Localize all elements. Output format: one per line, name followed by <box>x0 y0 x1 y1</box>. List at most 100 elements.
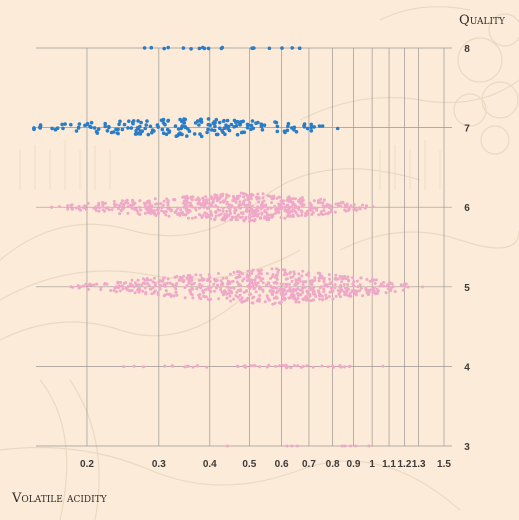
muted-point <box>166 203 170 207</box>
muted-point <box>212 198 215 202</box>
muted-point <box>97 203 100 207</box>
x-tick-label: 1.5 <box>437 459 451 470</box>
muted-point <box>224 216 228 220</box>
muted-point <box>297 300 301 304</box>
muted-point <box>189 204 193 208</box>
muted-point <box>315 206 319 210</box>
muted-point <box>130 199 134 202</box>
muted-point <box>294 197 297 201</box>
muted-point <box>296 297 300 300</box>
x-tick-label: 1.2 <box>398 459 412 470</box>
muted-point <box>238 293 242 297</box>
muted-point <box>145 201 149 205</box>
muted-point <box>296 292 300 295</box>
muted-point <box>118 212 122 216</box>
highlight-point <box>166 45 170 50</box>
muted-point <box>142 201 146 205</box>
muted-point <box>337 277 340 281</box>
muted-point <box>323 283 327 287</box>
highlight-point <box>262 123 267 127</box>
muted-point <box>285 366 289 370</box>
muted-point <box>382 280 386 284</box>
muted-point <box>341 277 345 281</box>
muted-point <box>199 273 203 277</box>
y-tick-label: 5 <box>464 283 470 294</box>
muted-point <box>239 288 243 292</box>
muted-point <box>175 275 179 278</box>
muted-point <box>254 195 258 199</box>
muted-point <box>143 282 147 286</box>
muted-point <box>137 283 141 287</box>
muted-point <box>261 192 265 196</box>
muted-point <box>320 364 324 368</box>
muted-point <box>312 289 316 293</box>
muted-point <box>280 287 284 291</box>
muted-point <box>119 280 122 284</box>
muted-point <box>324 212 328 216</box>
highlight-point <box>267 46 272 51</box>
muted-point <box>195 287 199 291</box>
muted-point <box>212 282 216 286</box>
muted-point <box>249 292 253 296</box>
muted-point <box>208 280 212 283</box>
muted-point <box>153 197 157 201</box>
muted-point <box>221 276 225 280</box>
muted-point <box>112 289 116 292</box>
muted-point <box>290 279 294 283</box>
muted-point <box>149 278 153 282</box>
muted-point <box>351 276 354 280</box>
highlight-point <box>250 119 255 123</box>
muted-point <box>271 302 275 306</box>
muted-point <box>182 274 186 278</box>
highlight-point <box>105 129 110 133</box>
muted-point <box>160 206 164 210</box>
x-tick-label: 0.9 <box>347 459 361 470</box>
muted-point <box>109 289 113 292</box>
muted-point <box>112 199 116 203</box>
muted-point <box>329 204 333 208</box>
muted-point <box>328 277 331 281</box>
muted-point <box>226 279 230 283</box>
muted-point <box>348 364 352 368</box>
highlight-point <box>137 131 141 136</box>
muted-point <box>318 292 322 296</box>
muted-point <box>300 202 304 206</box>
muted-point <box>303 214 307 218</box>
muted-point <box>143 204 147 208</box>
highlight-point <box>275 124 280 129</box>
muted-point <box>263 210 267 214</box>
muted-point <box>283 216 287 220</box>
muted-point <box>244 215 248 219</box>
muted-point <box>258 294 262 297</box>
muted-point <box>81 284 85 288</box>
muted-point <box>140 283 144 287</box>
muted-point <box>69 285 73 289</box>
muted-point <box>280 202 283 206</box>
muted-point <box>167 293 171 296</box>
highlight-point <box>50 126 54 131</box>
muted-point <box>346 283 350 286</box>
muted-point <box>286 289 289 293</box>
muted-point <box>352 203 356 207</box>
highlight-point <box>232 125 236 129</box>
muted-point <box>182 279 186 283</box>
highlight-point <box>197 123 201 127</box>
muted-point <box>300 213 304 217</box>
muted-point <box>246 209 250 213</box>
highlight-point <box>89 125 93 130</box>
muted-point <box>281 205 285 209</box>
muted-point <box>319 201 323 205</box>
muted-point <box>346 275 350 279</box>
muted-point <box>227 214 231 218</box>
muted-point <box>257 212 260 216</box>
highlight-point <box>118 119 122 124</box>
muted-point <box>257 196 261 200</box>
muted-point <box>247 198 250 202</box>
highlight-point <box>335 126 340 131</box>
muted-point <box>279 282 283 286</box>
muted-point <box>325 204 329 208</box>
muted-point <box>338 274 342 278</box>
muted-point <box>221 293 225 297</box>
muted-point <box>343 205 347 209</box>
